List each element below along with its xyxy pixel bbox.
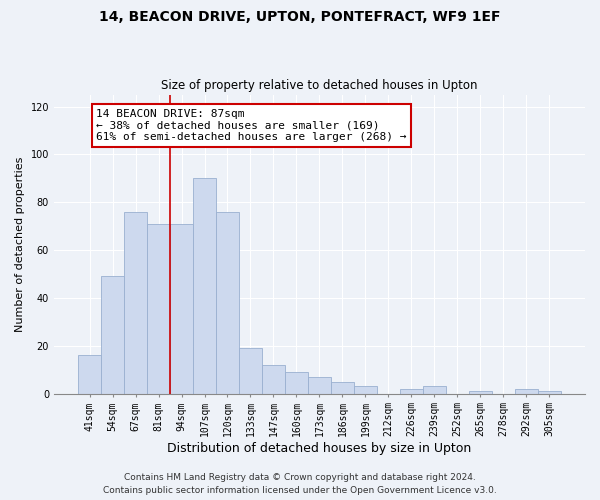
Bar [538, 391, 561, 394]
Y-axis label: Number of detached properties: Number of detached properties [15, 156, 25, 332]
Bar [354, 386, 377, 394]
Bar [147, 224, 170, 394]
Bar [239, 348, 262, 394]
Title: Size of property relative to detached houses in Upton: Size of property relative to detached ho… [161, 79, 478, 92]
Bar [469, 391, 492, 394]
Bar [515, 389, 538, 394]
Bar [193, 178, 216, 394]
X-axis label: Distribution of detached houses by size in Upton: Distribution of detached houses by size … [167, 442, 472, 455]
Bar [78, 356, 101, 394]
Bar [423, 386, 446, 394]
Text: 14 BEACON DRIVE: 87sqm
← 38% of detached houses are smaller (169)
61% of semi-de: 14 BEACON DRIVE: 87sqm ← 38% of detached… [97, 109, 407, 142]
Bar [400, 389, 423, 394]
Text: 14, BEACON DRIVE, UPTON, PONTEFRACT, WF9 1EF: 14, BEACON DRIVE, UPTON, PONTEFRACT, WF9… [99, 10, 501, 24]
Bar [331, 382, 354, 394]
Bar [170, 224, 193, 394]
Bar [308, 377, 331, 394]
Bar [216, 212, 239, 394]
Bar [124, 212, 147, 394]
Bar [262, 365, 285, 394]
Text: Contains HM Land Registry data © Crown copyright and database right 2024.
Contai: Contains HM Land Registry data © Crown c… [103, 474, 497, 495]
Bar [285, 372, 308, 394]
Bar [101, 276, 124, 394]
